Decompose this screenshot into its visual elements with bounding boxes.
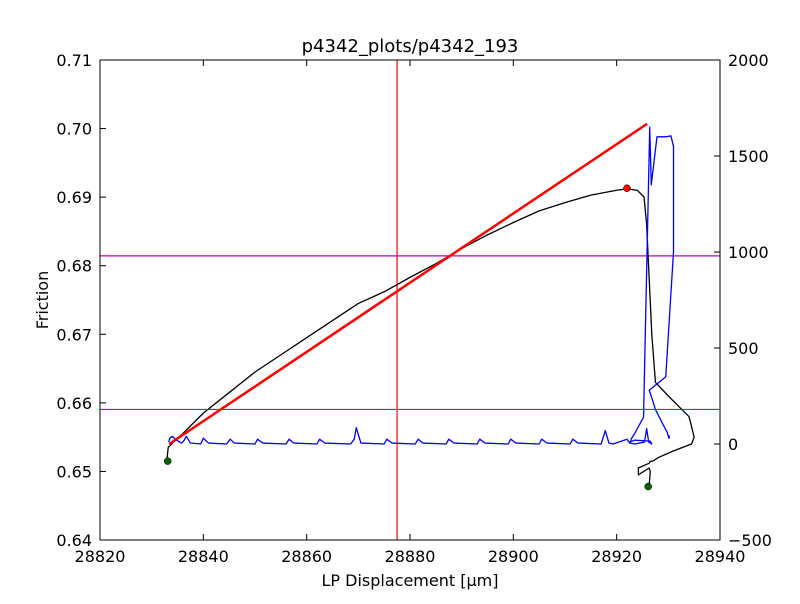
- y2-tick-label: −500: [728, 531, 772, 550]
- x-tick-label: 28880: [385, 547, 436, 566]
- y-tick-label: 0.67: [56, 325, 92, 344]
- fit-series-line: [168, 122, 648, 446]
- y-tick-label: 0.68: [56, 257, 92, 276]
- x-tick-label: 28900: [488, 547, 539, 566]
- point-marker: [163, 457, 172, 465]
- y-tick-label: 0.64: [56, 531, 92, 550]
- y2-tick-label: 500: [728, 339, 759, 358]
- y-tick-label: 0.69: [56, 188, 92, 207]
- y-tick-label: 0.71: [56, 51, 92, 70]
- x-tick-label: 28840: [178, 547, 229, 566]
- plot-area: [100, 60, 720, 540]
- secondary-series-line: [168, 126, 675, 445]
- y2-tick-label: 1000: [728, 243, 769, 262]
- y2-tick-label: 0: [728, 435, 738, 454]
- chart-title: p4342_plots/p4342_193: [302, 36, 519, 57]
- y-tick-label: 0.70: [56, 120, 92, 139]
- x-tick-label: 28860: [281, 547, 332, 566]
- y-tick-label: 0.65: [56, 462, 92, 481]
- y-axis-label: Friction: [33, 271, 52, 330]
- y2-tick-label: 2000: [728, 51, 769, 70]
- axes-layer: 28820 28840 28860 28880 28900 28920 28940 0.64 0…: [56, 51, 772, 566]
- x-tick-label: 28820: [75, 547, 126, 566]
- x-axis-label: LP Displacement [μm]: [322, 571, 499, 590]
- x-tick-label: 28920: [591, 547, 642, 566]
- y-tick-label: 0.66: [56, 394, 92, 413]
- point-marker: [644, 482, 652, 491]
- plot-clip-group: [100, 60, 720, 540]
- y2-tick-label: 1500: [728, 147, 769, 166]
- x-tick-label: 28940: [695, 547, 746, 566]
- point-marker: [623, 184, 631, 192]
